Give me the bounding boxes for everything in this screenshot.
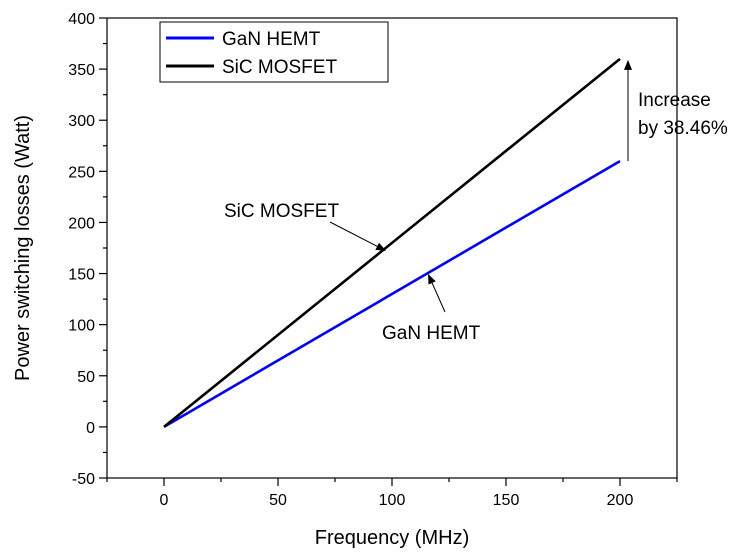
x-tick-label: 0 — [160, 492, 169, 509]
y-tick-label: 100 — [68, 318, 95, 335]
annotation-arrow — [428, 273, 446, 313]
increase-label: Increase — [638, 90, 711, 111]
y-tick-label: 200 — [68, 215, 95, 232]
legend-box — [159, 21, 389, 83]
series-lines — [163, 57, 621, 429]
y-tick-label: 150 — [68, 267, 95, 284]
y-tick-label: 400 — [68, 11, 95, 28]
x-tick-label: 50 — [269, 492, 287, 509]
x-tick-label: 200 — [607, 492, 634, 509]
annotation-label: SiC MOSFET — [224, 201, 339, 222]
legend-label: GaN HEMT — [222, 29, 321, 50]
y-tick-label: -50 — [72, 471, 95, 488]
y-tick-label: 350 — [68, 62, 95, 79]
series-line — [163, 159, 621, 429]
series-line — [163, 57, 621, 428]
y-tick-label: 50 — [77, 369, 95, 386]
increase-label: by 38.46% — [638, 118, 728, 139]
annotation-arrow — [329, 221, 387, 251]
legend-label: SiC MOSFET — [222, 57, 337, 78]
annotation-label: GaN HEMT — [382, 323, 481, 344]
y-axis-title: Power switching losses (Watt) — [12, 115, 34, 381]
x-axis-title: Frequency (MHz) — [315, 527, 469, 549]
annotations: SiC MOSFET GaN HEMT Increase by 38.46% — [224, 59, 728, 344]
x-axis-ticks: 0 50 100 150 200 — [106, 478, 678, 509]
y-axis-ticks: -50 0 50 100 150 200 250 300 350 400 — [68, 11, 107, 488]
y-tick-label: 300 — [68, 113, 95, 130]
x-tick-label: 150 — [493, 492, 520, 509]
y-tick-label: 0 — [86, 420, 95, 437]
y-tick-label: 250 — [68, 164, 95, 181]
legend: GaN HEMT SiC MOSFET — [159, 21, 389, 83]
x-tick-label: 100 — [379, 492, 406, 509]
